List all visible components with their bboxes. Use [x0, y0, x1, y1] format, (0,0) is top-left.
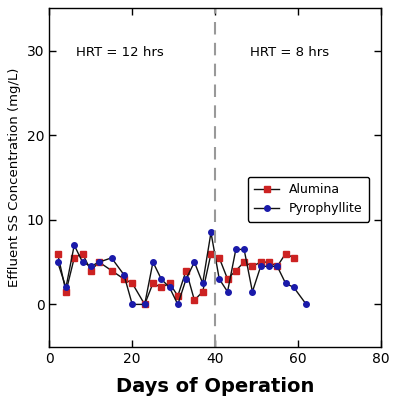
Alumina — [267, 260, 271, 265]
Alumina — [184, 268, 189, 273]
Pyrophyllite — [64, 285, 68, 290]
Line: Pyrophyllite: Pyrophyllite — [55, 230, 309, 307]
Pyrophyllite — [97, 260, 101, 265]
Alumina — [167, 281, 172, 286]
Alumina — [291, 255, 296, 260]
Alumina — [72, 255, 77, 260]
Alumina — [234, 268, 238, 273]
Pyrophyllite — [192, 260, 197, 265]
Alumina — [283, 251, 288, 256]
Text: HRT = 8 hrs: HRT = 8 hrs — [250, 46, 329, 59]
Alumina — [176, 294, 180, 299]
Alumina — [192, 298, 197, 303]
Alumina — [250, 264, 255, 269]
Alumina — [200, 289, 205, 294]
Pyrophyllite — [130, 302, 135, 307]
Alumina — [64, 289, 68, 294]
Pyrophyllite — [209, 230, 213, 235]
Legend: Alumina, Pyrophyllite: Alumina, Pyrophyllite — [248, 177, 369, 222]
Alumina — [159, 285, 164, 290]
Pyrophyllite — [80, 260, 85, 265]
Pyrophyllite — [267, 264, 271, 269]
Alumina — [225, 277, 230, 282]
Pyrophyllite — [55, 260, 60, 265]
Alumina — [275, 264, 280, 269]
Alumina — [150, 281, 155, 286]
Pyrophyllite — [150, 260, 155, 265]
Pyrophyllite — [304, 302, 309, 307]
Pyrophyllite — [250, 289, 255, 294]
Pyrophyllite — [217, 277, 222, 282]
Pyrophyllite — [121, 272, 126, 277]
Alumina — [97, 260, 101, 265]
Alumina — [217, 255, 222, 260]
Pyrophyllite — [159, 277, 164, 282]
Alumina — [55, 251, 60, 256]
Pyrophyllite — [283, 281, 288, 286]
Pyrophyllite — [88, 264, 93, 269]
Alumina — [109, 268, 114, 273]
Pyrophyllite — [291, 285, 296, 290]
Alumina — [258, 260, 263, 265]
Alumina — [209, 251, 213, 256]
Alumina — [80, 251, 85, 256]
Pyrophyllite — [142, 302, 147, 307]
Alumina — [242, 260, 246, 265]
Y-axis label: Effluent SS Concentration (mg/L): Effluent SS Concentration (mg/L) — [8, 68, 21, 287]
Pyrophyllite — [167, 285, 172, 290]
Pyrophyllite — [242, 247, 246, 252]
Pyrophyllite — [184, 277, 189, 282]
Pyrophyllite — [109, 255, 114, 260]
Alumina — [121, 277, 126, 282]
Pyrophyllite — [234, 247, 238, 252]
Pyrophyllite — [176, 302, 180, 307]
Pyrophyllite — [225, 289, 230, 294]
Alumina — [142, 302, 147, 307]
Line: Alumina: Alumina — [55, 251, 297, 307]
Pyrophyllite — [72, 243, 77, 248]
Alumina — [88, 268, 93, 273]
Alumina — [130, 281, 135, 286]
Text: HRT = 12 hrs: HRT = 12 hrs — [76, 46, 164, 59]
Pyrophyllite — [275, 264, 280, 269]
Pyrophyllite — [258, 264, 263, 269]
Pyrophyllite — [200, 281, 205, 286]
X-axis label: Days of Operation: Days of Operation — [116, 377, 314, 396]
